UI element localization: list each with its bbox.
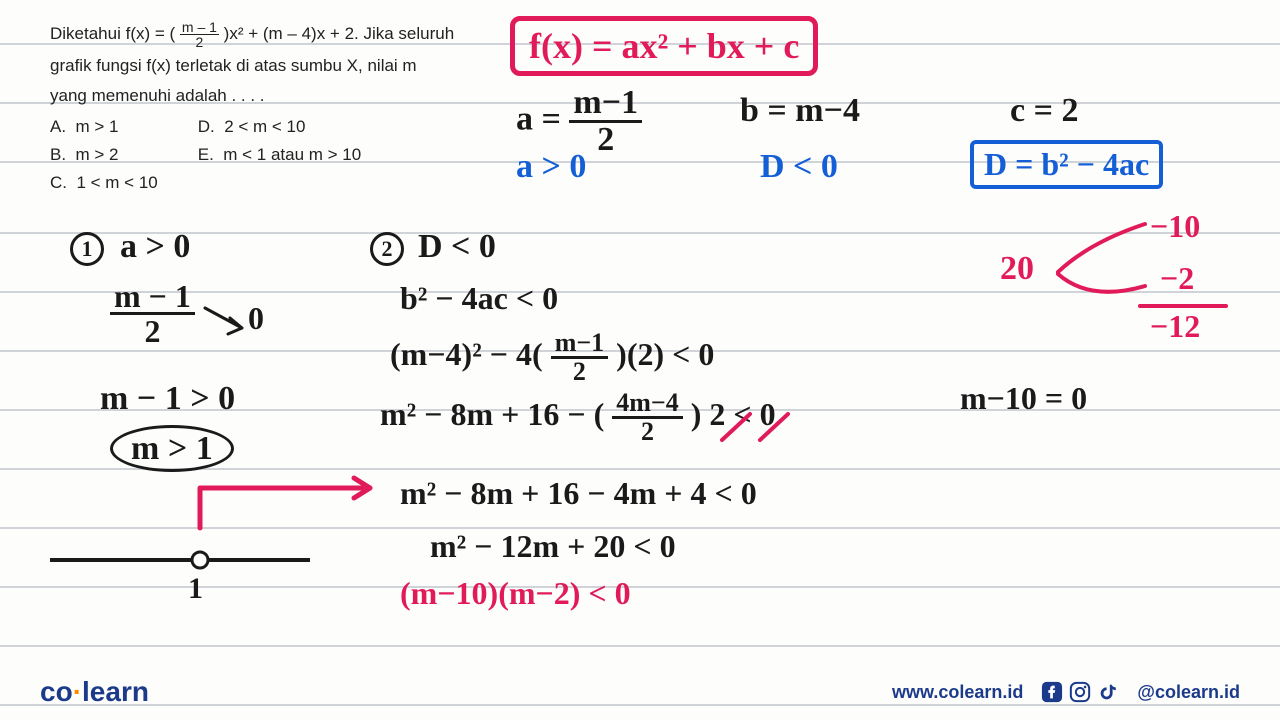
text: Diketahui f(x) = (	[50, 24, 175, 43]
step2-title: D < 0	[418, 228, 496, 266]
option-e: E. m < 1 atau m > 10	[198, 142, 361, 168]
step2-line1: b² − 4ac < 0	[400, 280, 558, 317]
step1-frac: m − 12	[110, 280, 195, 347]
step2-line4: m² − 8m + 16 − 4m + 4 < 0	[400, 475, 757, 512]
pink-arrow-icon	[190, 476, 390, 536]
problem-line-1: Diketahui f(x) = ( m – 1 2 )x² + (m – 4)…	[50, 20, 480, 49]
step2-line2: (m−4)² − 4( m−12 )(2) < 0	[390, 330, 714, 385]
side-equation: m−10 = 0	[960, 380, 1087, 417]
factor-bracket-icon	[1050, 212, 1160, 332]
problem-line-2: grafik fungsi f(x) terletak di atas sumb…	[50, 53, 480, 79]
factor-20: 20	[1000, 250, 1034, 288]
problem-line-3: yang memenuhi adalah . . . .	[50, 83, 480, 109]
tiktok-icon	[1097, 681, 1119, 703]
factor-underline-icon	[1140, 302, 1230, 312]
step2-label: 2	[370, 232, 404, 266]
footer-handle: @colearn.id	[1137, 682, 1240, 703]
step1-result: m > 1	[110, 430, 234, 468]
c-equals: c = 2	[1010, 92, 1078, 130]
social-icons	[1041, 681, 1119, 703]
step2-line3: m² − 8m + 16 − ( 4m−42 ) 2 < 0	[380, 390, 776, 445]
problem-options: A. m > 1 B. m > 2 C. 1 < m < 10 D. 2 < m…	[50, 114, 480, 197]
step2-line5: m² − 12m + 20 < 0	[430, 528, 676, 565]
arrow-to-zero-icon	[200, 296, 260, 346]
footer: co·learn www.colearn.id @colearn.id	[0, 676, 1280, 708]
step1-line2: m − 1 > 0	[100, 380, 235, 418]
a-positive: a > 0	[516, 148, 586, 186]
discriminant-negative: D < 0	[760, 148, 838, 186]
facebook-icon	[1041, 681, 1063, 703]
problem-block: Diketahui f(x) = ( m – 1 2 )x² + (m – 4)…	[50, 20, 480, 197]
number-line-icon	[50, 540, 320, 600]
option-c: C. 1 < m < 10	[50, 170, 158, 196]
instagram-icon	[1069, 681, 1091, 703]
footer-url: www.colearn.id	[892, 682, 1023, 703]
step1-label: 1	[70, 232, 104, 266]
b-equals: b = m−4	[740, 92, 860, 130]
strike-fraction-icon	[720, 410, 800, 450]
option-d: D. 2 < m < 10	[198, 114, 361, 140]
discriminant-formula-box: D = b² − 4ac	[970, 140, 1163, 189]
factor-neg2: −2	[1160, 260, 1194, 297]
step1-title: a > 0	[120, 228, 190, 266]
logo: co·learn	[40, 676, 149, 708]
a-equals: a = m−12	[516, 86, 642, 157]
text: )x² + (m – 4)x + 2. Jika seluruh	[224, 24, 455, 43]
fraction: m – 1 2	[180, 20, 219, 49]
option-a: A. m > 1	[50, 114, 158, 140]
step2-line6: (m−10)(m−2) < 0	[400, 575, 631, 612]
formula-box: f(x) = ax² + bx + c	[510, 16, 818, 76]
option-b: B. m > 2	[50, 142, 158, 168]
